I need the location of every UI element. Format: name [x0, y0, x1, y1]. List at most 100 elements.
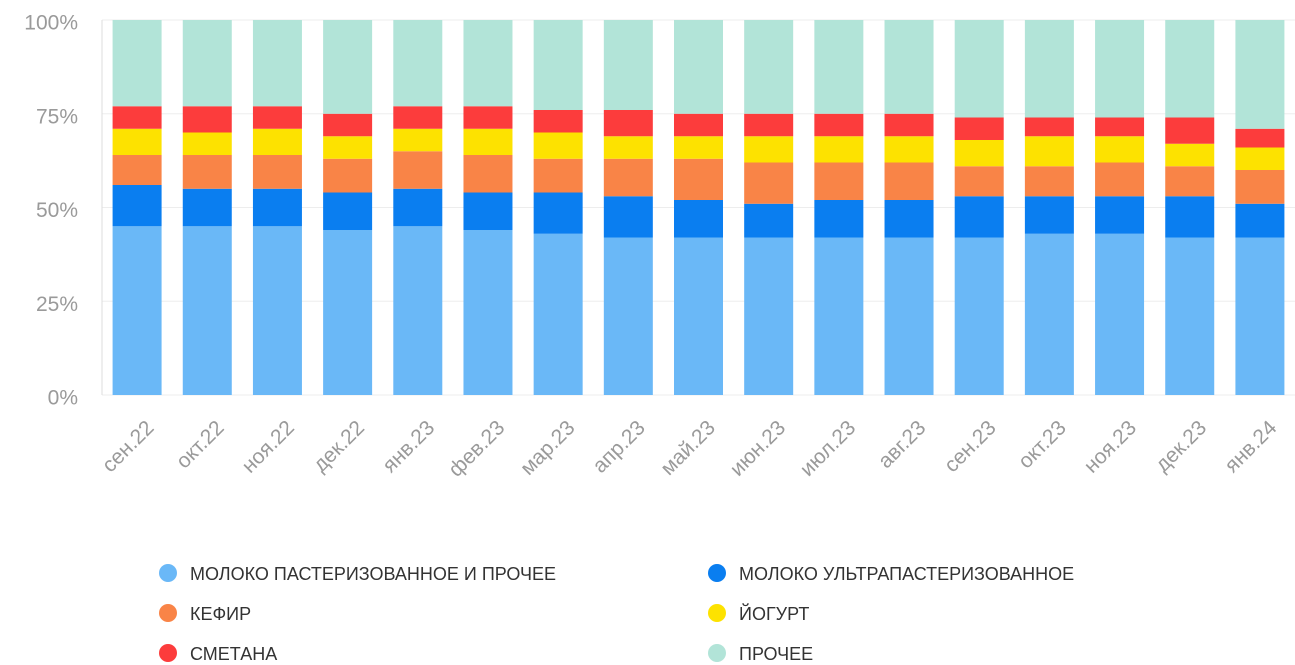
bar-segment	[1095, 117, 1145, 137]
bar-segment	[744, 20, 794, 114]
bar-segment	[533, 192, 583, 234]
x-tick-label: дек.22	[309, 416, 369, 476]
legend-swatch	[708, 644, 726, 662]
y-tick-label: 100%	[24, 12, 78, 35]
bar-segment	[252, 106, 302, 129]
bar-segment	[393, 188, 443, 227]
bar-segment	[182, 155, 232, 189]
bar-segment	[603, 237, 653, 395]
bar-segment	[1235, 147, 1285, 170]
x-tick-label: июл.23	[796, 416, 861, 481]
bar-segment	[393, 20, 443, 107]
bar-segment	[1165, 117, 1215, 144]
x-tick-label: апр.23	[588, 416, 649, 477]
legend-label: СМЕТАНА	[190, 644, 277, 664]
bar-segment	[323, 158, 373, 193]
bar-segment	[674, 158, 723, 200]
bar-segment	[744, 162, 794, 204]
y-tick-label: 75%	[36, 105, 78, 128]
x-tick-label: янв.24	[1220, 416, 1281, 477]
bar-segment	[112, 226, 162, 395]
bar-segment	[744, 203, 794, 238]
bar-segment	[603, 158, 653, 197]
bar-segment	[744, 136, 794, 163]
bar-segment	[463, 192, 513, 230]
x-tick-label: май.23	[656, 416, 720, 480]
bar-segment	[112, 155, 162, 185]
bar-segment	[603, 110, 653, 137]
legend-label: КЕФИР	[190, 604, 251, 624]
legend-swatch	[159, 644, 177, 662]
bar-segment	[323, 192, 373, 230]
bar-segment	[954, 237, 1004, 395]
bar-segment	[182, 188, 232, 227]
x-tick-label: мар.23	[516, 416, 580, 480]
bar-segment	[112, 20, 162, 107]
x-tick-label: ноя.22	[237, 416, 298, 477]
bar-segment	[1165, 196, 1215, 238]
bar-segment	[1024, 166, 1074, 197]
bar-segment	[182, 20, 232, 107]
legend-swatch	[159, 604, 177, 622]
bar-segment	[533, 110, 583, 133]
bar-segment	[954, 117, 1004, 140]
bar-segment	[112, 185, 162, 227]
x-tick-label: авг.23	[874, 416, 931, 473]
bar-segment	[463, 155, 513, 193]
bar-segment	[1235, 237, 1285, 395]
bar-segment	[182, 106, 232, 133]
bar-segment	[744, 113, 794, 137]
y-tick-label: 0%	[48, 387, 78, 410]
bar-segment	[674, 200, 723, 238]
x-tick-label: дек.23	[1151, 416, 1211, 476]
bar-segment	[393, 226, 443, 395]
bar-segment	[323, 113, 373, 137]
legend-swatch	[159, 564, 177, 582]
x-tick-label: фев.23	[444, 416, 509, 481]
bar-segment	[252, 20, 302, 107]
y-tick-label: 25%	[36, 293, 78, 316]
bar-segment	[1235, 20, 1285, 129]
x-tick-label: янв.23	[378, 416, 439, 477]
bar-segment	[323, 136, 373, 159]
bar-segment	[814, 162, 864, 200]
bar-segment	[112, 106, 162, 129]
x-tick-label: сен.23	[940, 416, 1001, 477]
legend-label: ПРОЧЕЕ	[739, 644, 813, 664]
bar-segment	[814, 20, 864, 114]
bar-segment	[1165, 237, 1215, 395]
bar-segment	[533, 132, 583, 159]
bar-segment	[674, 136, 723, 159]
legend-swatch	[708, 604, 726, 622]
bar-segment	[603, 20, 653, 110]
bar-segment	[463, 230, 513, 395]
bar-segment	[1024, 117, 1074, 137]
bar-segment	[1165, 166, 1215, 197]
bar-segment	[603, 136, 653, 159]
bar-segment	[252, 188, 302, 227]
legend-label: МОЛОКО ПАСТЕРИЗОВАННОЕ И ПРОЧЕЕ	[190, 564, 556, 584]
bar-segment	[954, 166, 1004, 197]
bar-segment	[884, 200, 934, 238]
bar-segment	[1165, 143, 1215, 167]
bar-segment	[182, 132, 232, 155]
bar-segment	[252, 226, 302, 395]
bar-segment	[1024, 196, 1074, 234]
bar-segment	[112, 128, 162, 155]
bar-segment	[674, 20, 723, 114]
y-tick-label: 50%	[36, 199, 78, 222]
bar-segment	[1095, 136, 1145, 163]
bar-segment	[1165, 20, 1215, 118]
bar-segment	[1024, 20, 1074, 118]
bar-segment	[533, 20, 583, 110]
x-tick-label: ноя.23	[1080, 416, 1141, 477]
bar-segment	[884, 237, 934, 395]
bar-segment	[1095, 20, 1145, 118]
bar-segment	[463, 106, 513, 129]
legend-label: ЙОГУРТ	[739, 603, 809, 624]
bar-segment	[814, 237, 864, 395]
bar-segment	[954, 20, 1004, 118]
bar-segment	[463, 128, 513, 155]
bar-segment	[533, 158, 583, 193]
